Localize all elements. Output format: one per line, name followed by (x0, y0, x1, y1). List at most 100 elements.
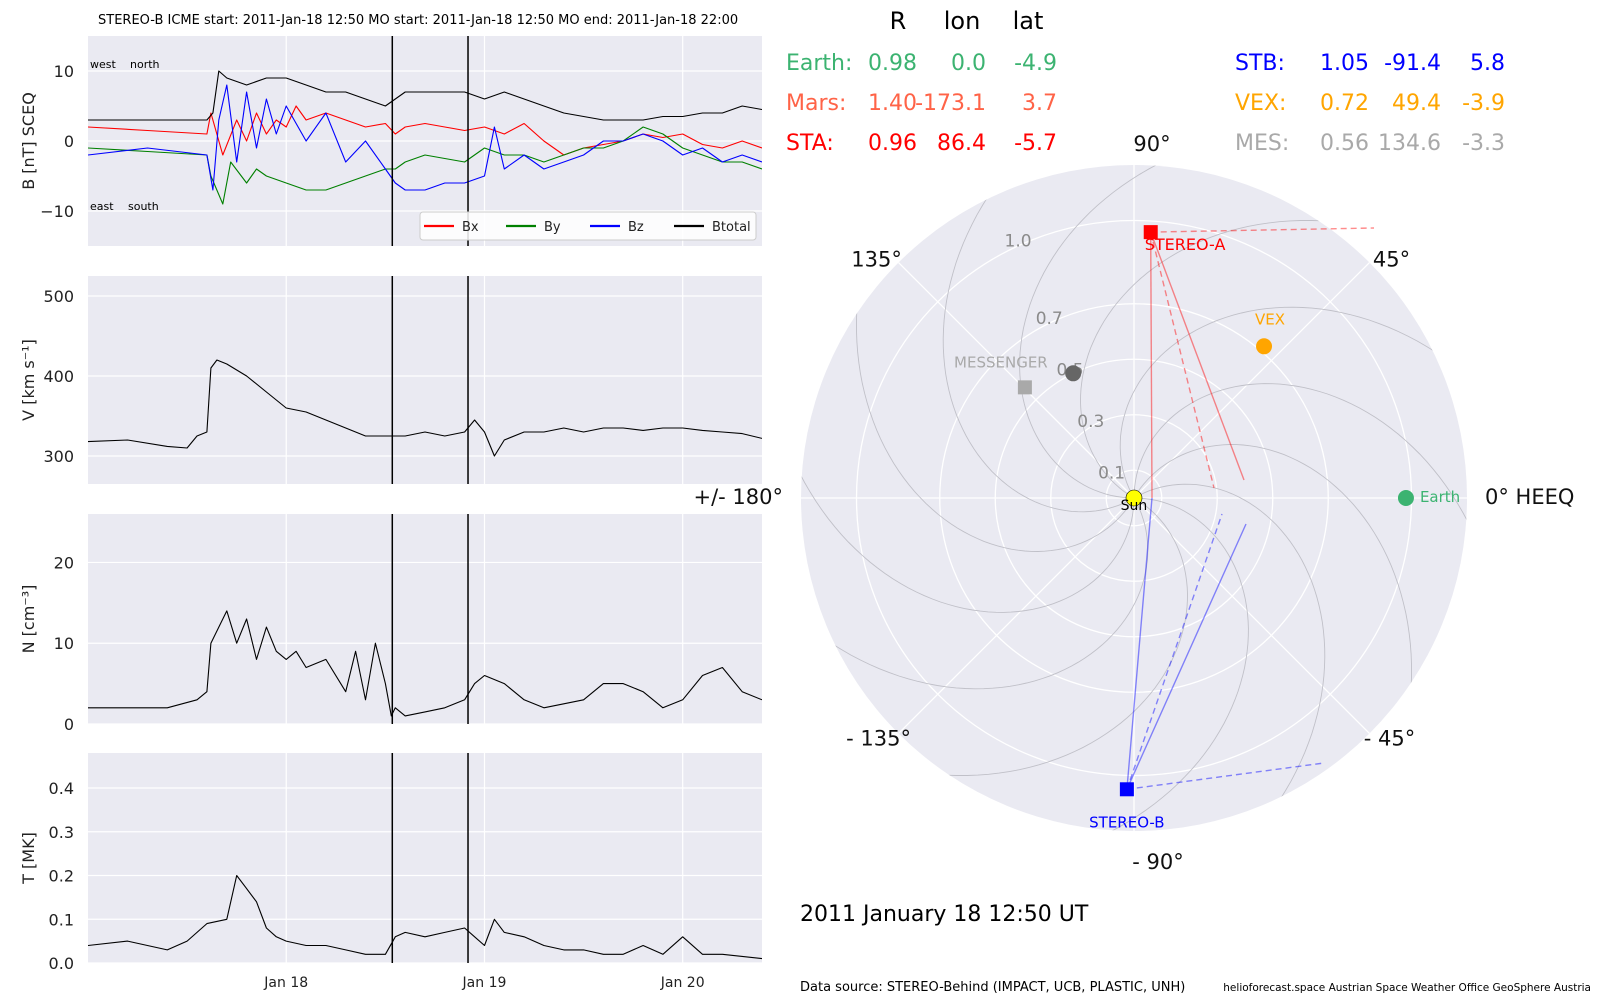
y-tick-label: 0 (64, 132, 74, 151)
series-group (88, 610, 762, 717)
plot-area (88, 514, 762, 724)
row-lon: 0.0 (951, 51, 986, 76)
spiral-line (1019, 165, 1180, 499)
row-name: VEX: (1235, 91, 1286, 116)
marker-earth (1397, 490, 1414, 506)
row-lon: 86.4 (937, 131, 986, 156)
spiral-line (801, 452, 1135, 613)
point-label-vex: VEX (1255, 310, 1285, 328)
y-axis-label: T [MK] (19, 832, 38, 885)
angle-label: 45° (1373, 248, 1410, 272)
marker-stereo-b (1119, 782, 1134, 797)
y-tick-label: 0.4 (49, 779, 74, 798)
angle-label: 0° HEEQ (1485, 485, 1574, 509)
legend-label-bx: Bx (462, 220, 479, 235)
sta-line (1150, 227, 1375, 233)
panel-magnetic_field: 10 0 −10B [nT] SCEQ (19, 36, 762, 246)
sta-line (1150, 231, 1245, 481)
row-lat: 5.8 (1470, 51, 1505, 76)
r-tick-label: 0.3 (1077, 412, 1104, 432)
marker-sun (1125, 489, 1143, 507)
point-label-earth: Earth (1420, 488, 1460, 506)
spiral-line (813, 497, 1149, 690)
figure-title: STEREO-B ICME start: 2011-Jan-18 12:50 M… (98, 13, 738, 28)
row-lat: -4.9 (1014, 51, 1057, 76)
angle-label: +/- 180° (693, 485, 783, 509)
stb-line (1126, 523, 1247, 790)
row-lat: 3.7 (1022, 91, 1057, 116)
panel-temperature: 0.4 0.3 0.2 0.1 0.0 T [MK] Jan 18 Jan 19 Jan 20 (19, 753, 762, 991)
spiral-line (1133, 444, 1412, 710)
spiral-line (1133, 483, 1326, 819)
row-r: 1.05 (1320, 51, 1369, 76)
table-header: lat (1013, 7, 1044, 35)
row-lon: -173.1 (915, 91, 986, 116)
r-tick-label: 0.7 (1036, 309, 1063, 329)
row-r: 0.72 (1320, 91, 1369, 116)
annotation-south: south (128, 200, 159, 213)
row-lat: -3.3 (1462, 131, 1505, 156)
series-line-by (88, 126, 762, 205)
y-axis-label: B [nT] SCEQ (19, 92, 38, 190)
y-tick-label: 0.0 (49, 954, 74, 973)
stb-line (1126, 513, 1223, 790)
y-axis-label: V [km s⁻¹] (19, 339, 38, 421)
r-tick-label: 1.0 (1005, 232, 1032, 252)
row-lon: 134.6 (1378, 131, 1441, 156)
row-name: STB: (1235, 51, 1285, 76)
y-tick-label: 10 (54, 634, 74, 653)
row-r: 0.96 (868, 131, 917, 156)
series-line-data (88, 874, 762, 960)
row-name: Earth: (786, 51, 852, 76)
row-r: 0.56 (1320, 131, 1369, 156)
spirals (801, 165, 1467, 831)
spiral-line (1119, 306, 1455, 499)
angular-gridline (1133, 262, 1370, 499)
series-group (88, 70, 762, 205)
row-r: 0.98 (868, 51, 917, 76)
series-group (88, 359, 762, 457)
angle-label: - 45° (1364, 726, 1415, 750)
legend: Bx By Bz Btotal (419, 211, 757, 241)
angle-label: 135° (851, 248, 902, 272)
x-tick-label: Jan 19 (462, 975, 507, 991)
row-lat: -3.9 (1462, 91, 1505, 116)
angle-label: 90° (1133, 132, 1170, 156)
spiral-line (922, 497, 1188, 776)
y-axis-label: N [cm⁻³] (19, 585, 38, 654)
legend-label-by: By (544, 220, 561, 235)
point-label-stereo-b: STEREO-B (1089, 813, 1164, 831)
timeseries-panels: 10 0 −10B [nT] SCEQ 500 400 300 V [km s⁻¹] 20 10… (19, 36, 762, 991)
marker-stereo-a (1143, 225, 1158, 240)
legend-label-bz: Bz (628, 220, 644, 235)
marker-messenger (1017, 380, 1032, 395)
panel-speed: 500 400 300 V [km s⁻¹] (19, 276, 762, 484)
row-name: STA: (786, 131, 834, 156)
y-tick-label: 20 (54, 553, 74, 572)
series-line-btotal (88, 70, 762, 121)
row-r: 1.40 (868, 91, 917, 116)
legend-box (419, 211, 757, 241)
marker-body (1065, 365, 1082, 382)
angular-gridline (898, 262, 1135, 499)
row-lon: -91.4 (1384, 51, 1441, 76)
row-lat: -5.7 (1014, 131, 1057, 156)
y-tick-label: 0 (64, 715, 74, 734)
spiral-line (1088, 497, 1249, 831)
row-name: MES: (1235, 131, 1289, 156)
sta-line (1150, 231, 1215, 489)
x-tick-label: Jan 20 (660, 975, 705, 991)
table-header: lon (944, 7, 981, 35)
spiral-line (942, 177, 1135, 513)
spiral-line (1133, 383, 1467, 544)
y-tick-label: 0.3 (49, 823, 74, 842)
y-tick-label: 10 (54, 62, 74, 81)
point-label-stereo-a: STEREO-A (1145, 235, 1226, 254)
spiral-line (1080, 220, 1346, 499)
panel-density: 20 10 0 N [cm⁻³] (19, 514, 762, 734)
row-name: Mars: (786, 91, 846, 116)
y-tick-label: 300 (43, 447, 74, 466)
y-tick-label: 0.2 (49, 867, 74, 886)
footer-credits: helioforecast.space Austrian Space Weath… (1223, 982, 1591, 994)
